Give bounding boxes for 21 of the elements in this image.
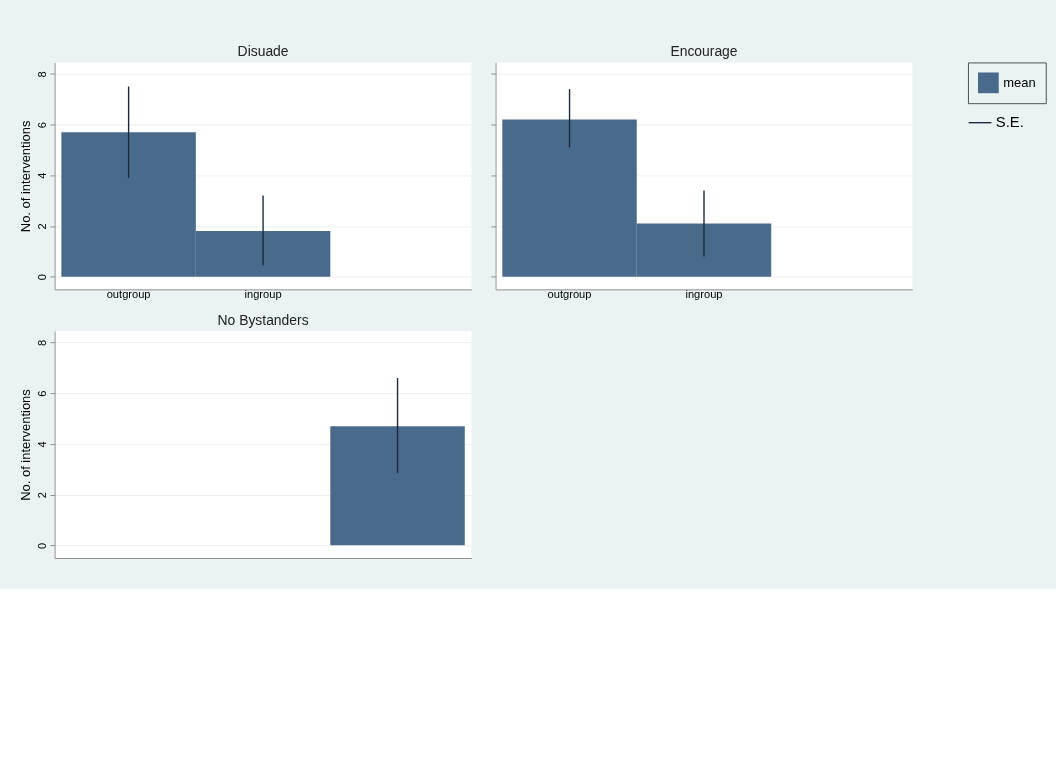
y-tick-label: 0 xyxy=(35,274,48,281)
chart-title: Disuade xyxy=(237,42,289,59)
y-axis-title: No. of interventions xyxy=(18,388,34,501)
x-tick-label: outgroup xyxy=(106,288,151,301)
y-tick-label: 4 xyxy=(35,441,48,448)
legend-label: mean xyxy=(1003,74,1036,90)
chart-title: Encourage xyxy=(670,42,738,59)
y-tick-label: 8 xyxy=(35,339,48,347)
y-tick-label: 4 xyxy=(35,172,48,179)
x-tick-label: ingroup xyxy=(685,288,723,301)
y-tick-label: 0 xyxy=(35,542,48,549)
y-tick-label: 6 xyxy=(35,390,48,397)
x-tick-label: outgroup xyxy=(547,288,592,301)
y-axis-title: No. of interventions xyxy=(18,120,34,233)
y-tick-label: 8 xyxy=(35,71,48,78)
chart-title: No Bystanders xyxy=(217,311,309,328)
y-tick-label: 2 xyxy=(35,492,48,499)
x-tick-label: ingroup xyxy=(244,288,282,301)
y-tick-label: 2 xyxy=(35,223,48,230)
text: S.E. xyxy=(995,114,1024,131)
y-tick-label: 6 xyxy=(35,121,48,129)
